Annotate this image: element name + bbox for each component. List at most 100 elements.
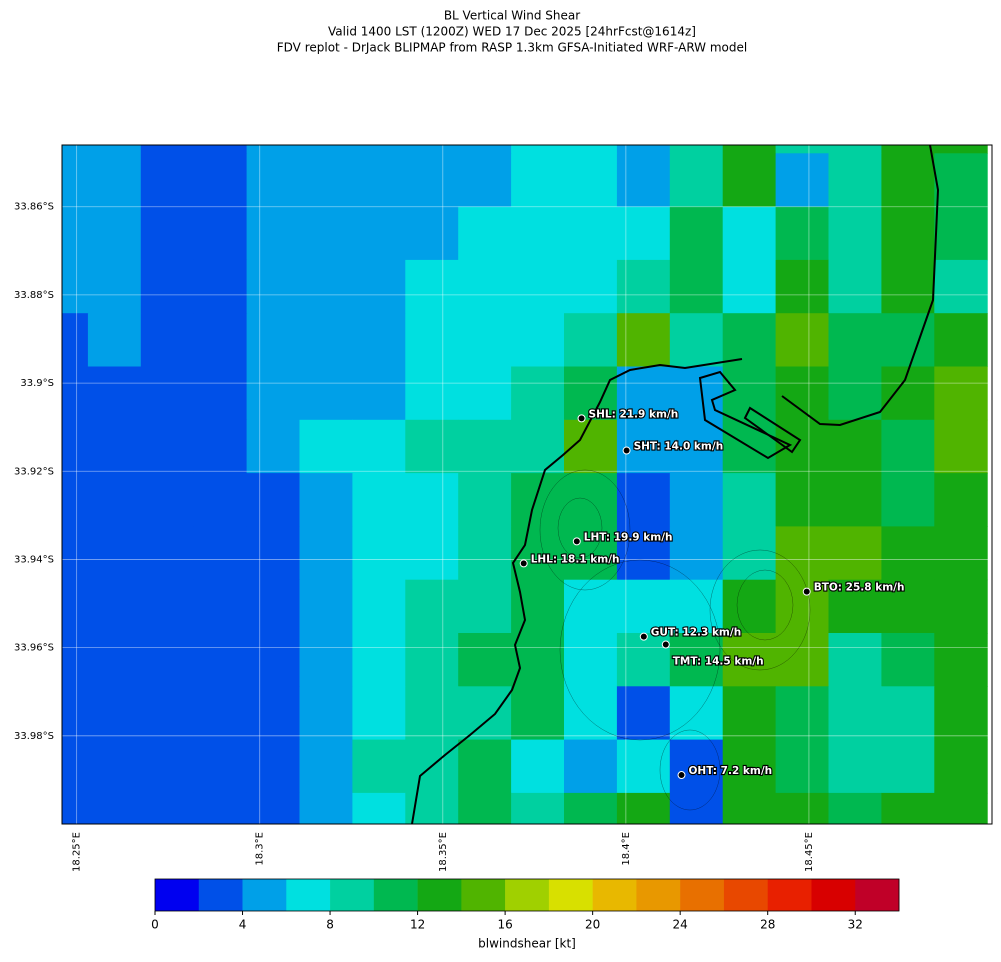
- grid-cell: [669, 259, 724, 314]
- grid-cell: [62, 686, 89, 741]
- grid-cell: [246, 366, 300, 421]
- grid-cell: [405, 419, 459, 474]
- grid-cell: [246, 526, 300, 581]
- grid-cell: [564, 206, 618, 261]
- grid-cell: [299, 419, 353, 474]
- grid-cell: [616, 313, 671, 367]
- grid-cell: [140, 792, 195, 824]
- x-tick-label: 18.35°E: [438, 832, 449, 872]
- colorbar-tick-label: 20: [585, 918, 600, 932]
- grid-cell: [405, 145, 459, 154]
- graticule: [62, 145, 992, 824]
- grid-cell: [458, 686, 512, 741]
- grid-cell: [246, 313, 300, 367]
- grid-cell: [881, 526, 935, 581]
- y-tick-label: 33.92°S: [14, 466, 54, 477]
- colorbar-bin: [767, 879, 812, 911]
- station-label: BTO: 25.8 km/h: [814, 582, 905, 594]
- y-tick-label: 33.98°S: [14, 731, 54, 742]
- grid-cell: [352, 633, 406, 687]
- grid-cell: [881, 473, 935, 527]
- grid-cell: [246, 686, 300, 741]
- grid-cell: [881, 419, 935, 474]
- station-point: [677, 771, 686, 780]
- grid-cell: [140, 473, 195, 527]
- grid-cell: [140, 259, 195, 314]
- grid-cell: [881, 206, 935, 261]
- contour: [709, 549, 811, 671]
- map-frame: [61, 144, 993, 825]
- grid-cell: [722, 526, 777, 581]
- colorbar-tick-label: 0: [151, 918, 159, 932]
- grid-cell: [87, 313, 142, 367]
- grid-cell: [722, 153, 777, 208]
- grid-cell: [775, 473, 829, 527]
- grid-cell: [62, 153, 89, 208]
- grid-cell: [828, 419, 882, 474]
- grid-cell: [616, 579, 671, 634]
- grid-cell: [458, 145, 512, 154]
- grid-cell: [828, 145, 882, 154]
- grid-cell: [775, 153, 829, 208]
- grid-cell: [193, 419, 248, 474]
- x-tick-label: 18.3°E: [255, 832, 266, 866]
- x-tick-label: 18.4°E: [621, 832, 632, 866]
- grid-cell: [140, 739, 195, 794]
- grid-cell: [246, 259, 300, 314]
- grid-cell: [352, 153, 406, 208]
- grid-cell: [246, 206, 300, 261]
- grid-cell: [669, 686, 724, 741]
- grid-cell: [458, 259, 512, 314]
- grid-cell: [62, 739, 89, 794]
- grid-cell: [722, 792, 777, 824]
- grid-cell: [140, 153, 195, 208]
- grid-cell: [669, 739, 724, 794]
- grid-cell: [458, 739, 512, 794]
- colorbar-bin: [548, 879, 593, 911]
- grid-cell: [564, 526, 618, 581]
- grid-cell: [193, 739, 248, 794]
- grid-cell: [511, 259, 565, 314]
- grid-cell: [722, 313, 777, 367]
- station-point: [639, 632, 648, 641]
- colorbar-bin: [461, 879, 506, 911]
- grid-cell: [140, 526, 195, 581]
- grid-cell: [299, 145, 353, 154]
- grid-cell: [669, 792, 724, 824]
- grid-cell: [511, 153, 565, 208]
- grid-cell: [881, 153, 935, 208]
- grid-cell: [405, 206, 459, 261]
- grid-cell: [87, 633, 142, 687]
- grid-cell: [669, 419, 724, 474]
- colorbar: 0 4 8 12 16 20 24 28 32 blwindshear [kt]: [151, 878, 900, 951]
- title: BL Vertical Wind Shear: [444, 9, 580, 23]
- grid-cell: [87, 686, 142, 741]
- y-tick-label: 33.88°S: [14, 290, 54, 301]
- grid-cell: [934, 792, 988, 824]
- colorbar-tick-label: 4: [239, 918, 247, 932]
- grid-cell: [722, 739, 777, 794]
- grid-cell: [352, 419, 406, 474]
- colorbar-tick-label: 8: [326, 918, 334, 932]
- grid-cell: [828, 686, 882, 741]
- grid-cell: [669, 633, 724, 687]
- grid-cell: [616, 686, 671, 741]
- colorbar-tick-label: 28: [760, 918, 775, 932]
- grid-cell: [405, 579, 459, 634]
- station-label: SHL: 21.9 km/h: [589, 408, 679, 420]
- x-tick-label: 18.25°E: [72, 832, 83, 872]
- grid-cell: [405, 633, 459, 687]
- grid-cell: [881, 145, 935, 154]
- grid-cell: [828, 739, 882, 794]
- subtitle: FDV replot - DrJack BLIPMAP from RASP 1.…: [277, 41, 747, 55]
- coast-west: [411, 358, 743, 824]
- grid-cell: [828, 259, 882, 314]
- grid-cell: [405, 366, 459, 421]
- contour: [736, 569, 794, 641]
- grid-cell: [193, 579, 248, 634]
- grid-cell: [405, 473, 459, 527]
- grid-cell: [564, 313, 618, 367]
- colorbar-bin: [636, 879, 681, 911]
- grid-cell: [246, 145, 300, 154]
